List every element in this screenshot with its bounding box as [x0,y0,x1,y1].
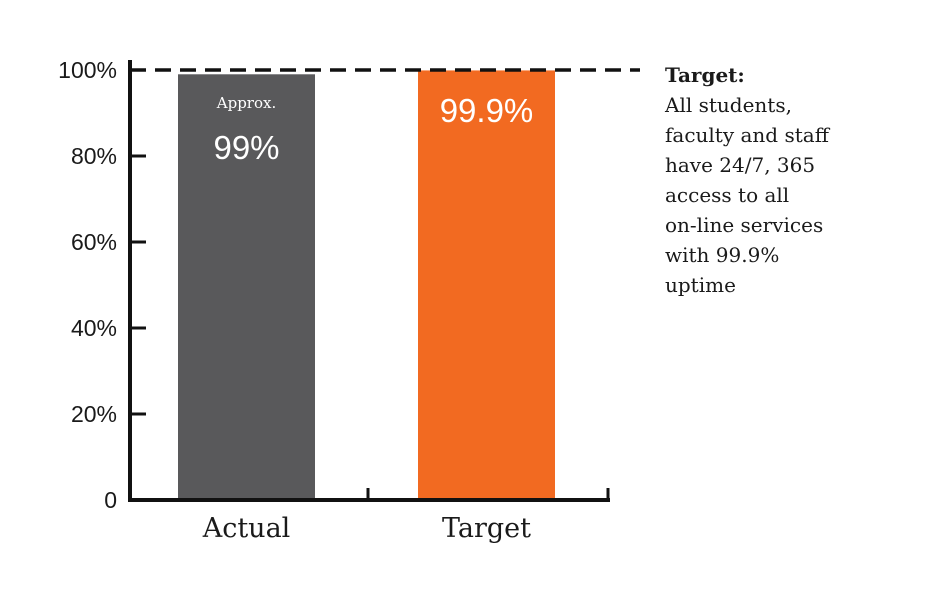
y-tick-label: 80% [71,143,117,169]
annotation-line: have 24/7, 365 [665,153,816,177]
y-tick-label: 60% [71,229,117,255]
bar-target [418,70,555,501]
y-tick-label: 100% [58,57,117,83]
x-tick-label: Actual [202,513,291,544]
y-tick-label: 40% [71,315,117,341]
annotation-line: All students, [665,93,792,117]
data-label: 99% [213,129,279,166]
annotation-line: faculty and staff [665,123,829,147]
annotation-line: access to all [665,183,790,207]
annotation-line: on-line services [665,213,824,237]
data-label: 99.9% [440,92,534,129]
y-tick-label: 20% [71,401,117,427]
bar-actual [178,74,315,501]
annotation-title: Target: [665,63,745,87]
data-label-prefix: Approx. [216,94,276,112]
annotation-line: with 99.9% [665,243,780,267]
target-annotation: Target: All students, faculty and staff … [665,60,925,300]
x-tick-label: Target [442,513,531,544]
annotation-line: uptime [665,273,736,297]
y-tick-label: 0 [104,487,117,513]
